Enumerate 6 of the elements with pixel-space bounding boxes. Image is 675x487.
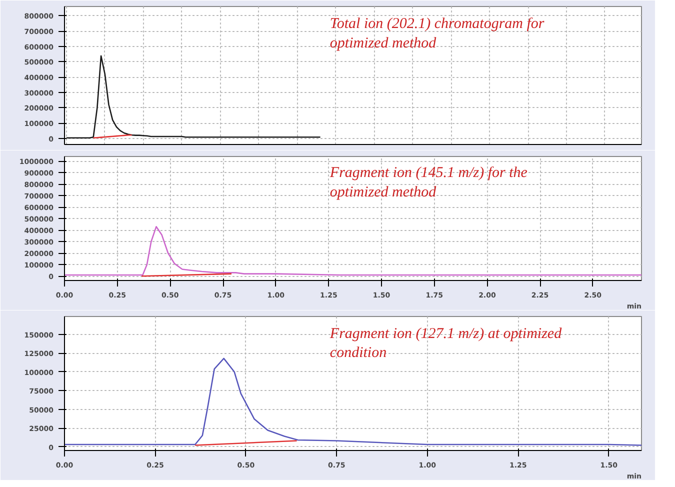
line-series <box>64 226 642 276</box>
annotation: Total ion (202.1) chromatogram for optimized method <box>330 16 544 52</box>
line-series <box>66 55 321 139</box>
annotation: Fragment ion (127.1 m/z) at optimized condition <box>328 326 562 362</box>
line-series <box>64 358 642 446</box>
annotation: Fragment ion (145.1 m/z) for the optimized method <box>328 165 528 200</box>
